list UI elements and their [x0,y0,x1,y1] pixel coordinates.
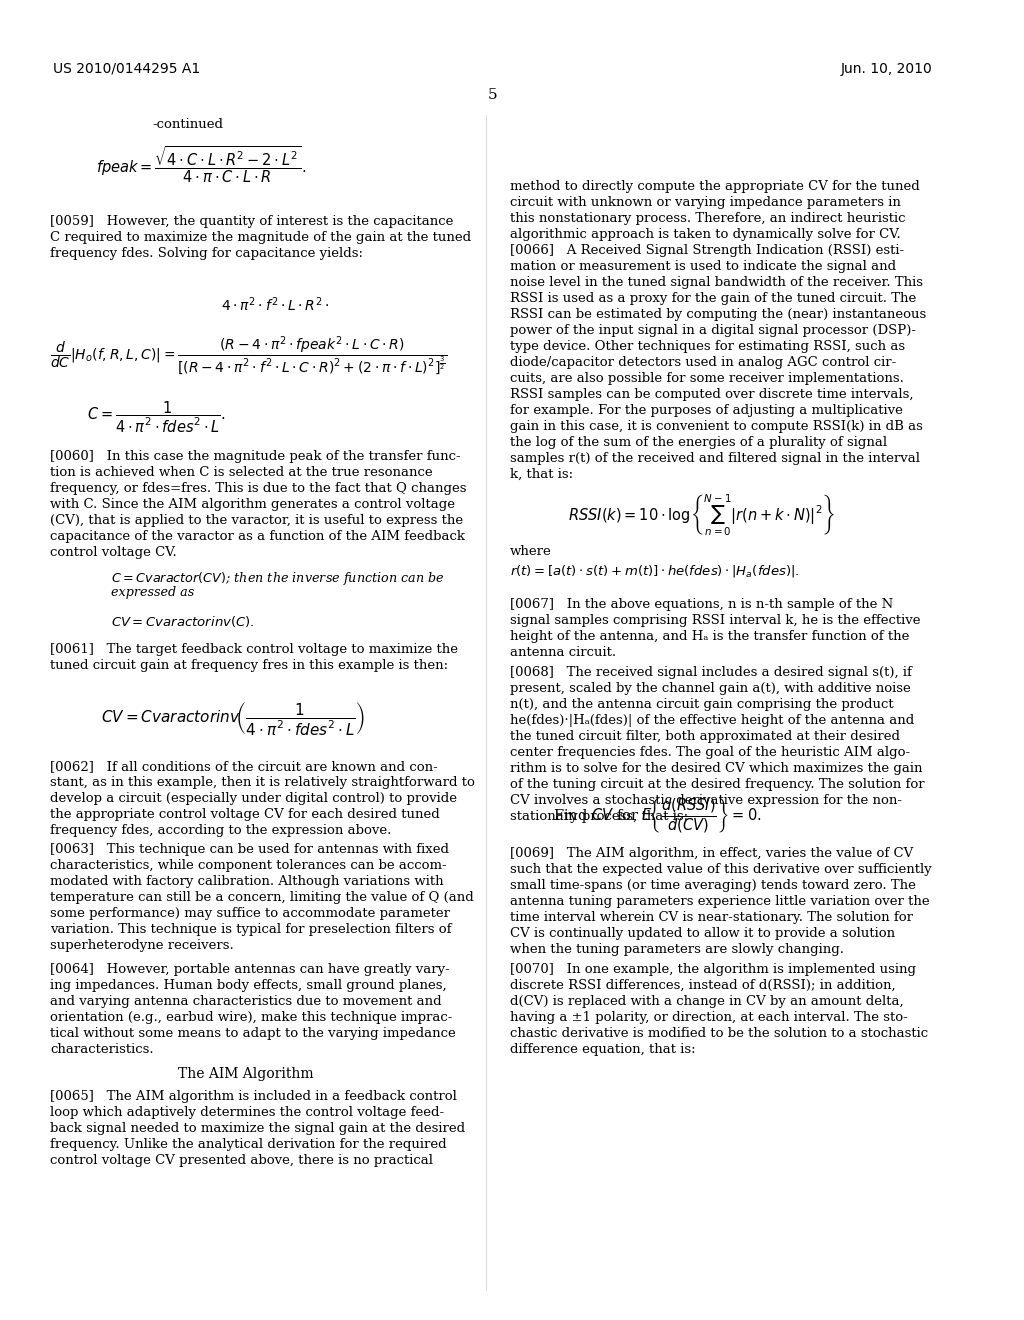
Text: the appropriate control voltage CV for each desired tuned: the appropriate control voltage CV for e… [50,808,439,821]
Text: rithm is to solve for the desired CV which maximizes the gain: rithm is to solve for the desired CV whi… [510,762,923,775]
Text: $4 \cdot \pi^2 \cdot f^2 \cdot L \cdot R^2 \cdot$: $4 \cdot \pi^2 \cdot f^2 \cdot L \cdot R… [221,294,330,314]
Text: $C = \dfrac{1}{4 \cdot \pi^2 \cdot fdes^2 \cdot L}.$: $C = \dfrac{1}{4 \cdot \pi^2 \cdot fdes^… [87,400,225,436]
Text: cuits, are also possible for some receiver implementations.: cuits, are also possible for some receiv… [510,372,904,385]
Text: control voltage CV presented above, there is no practical: control voltage CV presented above, ther… [50,1154,433,1167]
Text: noise level in the tuned signal bandwidth of the receiver. This: noise level in the tuned signal bandwidt… [510,276,923,289]
Text: frequency. Unlike the analytical derivation for the required: frequency. Unlike the analytical derivat… [50,1138,446,1151]
Text: stationary process, that is:: stationary process, that is: [510,810,688,822]
Text: algorithmic approach is taken to dynamically solve for CV.: algorithmic approach is taken to dynamic… [510,228,901,242]
Text: where: where [510,545,552,558]
Text: RSSI is used as a proxy for the gain of the tuned circuit. The: RSSI is used as a proxy for the gain of … [510,292,916,305]
Text: characteristics.: characteristics. [50,1043,154,1056]
Text: when the tuning parameters are slowly changing.: when the tuning parameters are slowly ch… [510,942,844,956]
Text: he(fdes)·|Hₐ(fdes)| of the effective height of the antenna and: he(fdes)·|Hₐ(fdes)| of the effective hei… [510,714,914,727]
Text: frequency, or fdes=fres. This is due to the fact that Q changes: frequency, or fdes=fres. This is due to … [50,482,467,495]
Text: tion is achieved when C is selected at the true resonance: tion is achieved when C is selected at t… [50,466,433,479]
Text: [0062]   If all conditions of the circuit are known and con-: [0062] If all conditions of the circuit … [50,760,438,774]
Text: height of the antenna, and Hₐ is the transfer function of the: height of the antenna, and Hₐ is the tra… [510,630,909,643]
Text: [0060]   In this case the magnitude peak of the transfer func-: [0060] In this case the magnitude peak o… [50,450,461,463]
Text: mation or measurement is used to indicate the signal and: mation or measurement is used to indicat… [510,260,896,273]
Text: $fpeak = \dfrac{\sqrt{4 \cdot C \cdot L \cdot R^2 - 2 \cdot L^2}}{4 \cdot \pi \c: $fpeak = \dfrac{\sqrt{4 \cdot C \cdot L … [96,145,306,185]
Text: [0066]   A Received Signal Strength Indication (RSSI) esti-: [0066] A Received Signal Strength Indica… [510,244,904,257]
Text: ing impedances. Human body effects, small ground planes,: ing impedances. Human body effects, smal… [50,979,446,993]
Text: having a ±1 polarity, or direction, at each interval. The sto-: having a ±1 polarity, or direction, at e… [510,1011,907,1024]
Text: RSSI can be estimated by computing the (near) instantaneous: RSSI can be estimated by computing the (… [510,308,926,321]
Text: tical without some means to adapt to the varying impedance: tical without some means to adapt to the… [50,1027,456,1040]
Text: The AIM Algorithm: The AIM Algorithm [178,1067,314,1081]
Text: k, that is:: k, that is: [510,469,573,480]
Text: for example. For the purposes of adjusting a multiplicative: for example. For the purposes of adjusti… [510,404,903,417]
Text: temperature can still be a concern, limiting the value of Q (and: temperature can still be a concern, limi… [50,891,474,904]
Text: [0061]   The target feedback control voltage to maximize the: [0061] The target feedback control volta… [50,643,458,656]
Text: $CV = Cvaractorinv\!\left(\dfrac{1}{4 \cdot \pi^2 \cdot fdes^2 \cdot L}\right)$: $CV = Cvaractorinv\!\left(\dfrac{1}{4 \c… [101,700,365,737]
Text: [0069]   The AIM algorithm, in effect, varies the value of CV: [0069] The AIM algorithm, in effect, var… [510,847,913,861]
Text: method to directly compute the appropriate CV for the tuned: method to directly compute the appropria… [510,180,920,193]
Text: frequency fdes, according to the expression above.: frequency fdes, according to the express… [50,824,391,837]
Text: [0064]   However, portable antennas can have greatly vary-: [0064] However, portable antennas can ha… [50,964,450,975]
Text: frequency fdes. Solving for capacitance yields:: frequency fdes. Solving for capacitance … [50,247,364,260]
Text: [0068]   The received signal includes a desired signal s(t), if: [0068] The received signal includes a de… [510,667,911,678]
Text: expressed as: expressed as [111,586,194,599]
Text: superheterodyne receivers.: superheterodyne receivers. [50,939,233,952]
Text: (CV), that is applied to the varactor, it is useful to express the: (CV), that is applied to the varactor, i… [50,513,463,527]
Text: time interval wherein CV is near-stationary. The solution for: time interval wherein CV is near-station… [510,911,912,924]
Text: capacitance of the varactor as a function of the AIM feedback: capacitance of the varactor as a functio… [50,531,465,543]
Text: control voltage CV.: control voltage CV. [50,546,177,558]
Text: 5: 5 [487,88,498,102]
Text: and varying antenna characteristics due to movement and: and varying antenna characteristics due … [50,995,441,1008]
Text: tuned circuit gain at frequency fres in this example is then:: tuned circuit gain at frequency fres in … [50,659,449,672]
Text: such that the expected value of this derivative over sufficiently: such that the expected value of this der… [510,863,932,876]
Text: chastic derivative is modified to be the solution to a stochastic: chastic derivative is modified to be the… [510,1027,928,1040]
Text: Jun. 10, 2010: Jun. 10, 2010 [841,62,932,77]
Text: [0065]   The AIM algorithm is included in a feedback control: [0065] The AIM algorithm is included in … [50,1090,457,1104]
Text: RSSI samples can be computed over discrete time intervals,: RSSI samples can be computed over discre… [510,388,913,401]
Text: present, scaled by the channel gain a(t), with additive noise: present, scaled by the channel gain a(t)… [510,682,910,696]
Text: center frequencies fdes. The goal of the heuristic AIM algo-: center frequencies fdes. The goal of the… [510,746,910,759]
Text: circuit with unknown or varying impedance parameters in: circuit with unknown or varying impedanc… [510,195,901,209]
Text: -continued: -continued [153,117,223,131]
Text: with C. Since the AIM algorithm generates a control voltage: with C. Since the AIM algorithm generate… [50,498,455,511]
Text: the log of the sum of the energies of a plurality of signal: the log of the sum of the energies of a … [510,436,887,449]
Text: variation. This technique is typical for preselection filters of: variation. This technique is typical for… [50,923,452,936]
Text: $RSSI(k) = 10 \cdot \log\!\left\{\sum_{n=0}^{N-1} |r(n+k \cdot N)|^2\right\}$: $RSSI(k) = 10 \cdot \log\!\left\{\sum_{n… [567,492,836,539]
Text: this nonstationary process. Therefore, an indirect heuristic: this nonstationary process. Therefore, a… [510,213,905,224]
Text: stant, as in this example, then it is relatively straightforward to: stant, as in this example, then it is re… [50,776,475,789]
Text: the tuned circuit filter, both approximated at their desired: the tuned circuit filter, both approxima… [510,730,900,743]
Text: type device. Other techniques for estimating RSSI, such as: type device. Other techniques for estima… [510,341,905,352]
Text: [0067]   In the above equations, n is n-th sample of the N: [0067] In the above equations, n is n-th… [510,598,893,611]
Text: $CV{=}Cvaractorinv(C).$: $CV{=}Cvaractorinv(C).$ [111,614,254,630]
Text: gain in this case, it is convenient to compute RSSI(k) in dB as: gain in this case, it is convenient to c… [510,420,923,433]
Text: back signal needed to maximize the signal gain at the desired: back signal needed to maximize the signa… [50,1122,465,1135]
Text: d(CV) is replaced with a change in CV by an amount delta,: d(CV) is replaced with a change in CV by… [510,995,903,1008]
Text: orientation (e.g., earbud wire), make this technique imprac-: orientation (e.g., earbud wire), make th… [50,1011,453,1024]
Text: [0070]   In one example, the algorithm is implemented using: [0070] In one example, the algorithm is … [510,964,915,975]
Text: samples r(t) of the received and filtered signal in the interval: samples r(t) of the received and filtere… [510,451,920,465]
Text: of the tuning circuit at the desired frequency. The solution for: of the tuning circuit at the desired fre… [510,777,925,791]
Text: US 2010/0144295 A1: US 2010/0144295 A1 [53,62,200,77]
Text: antenna circuit.: antenna circuit. [510,645,616,659]
Text: loop which adaptively determines the control voltage feed-: loop which adaptively determines the con… [50,1106,444,1119]
Text: antenna tuning parameters experience little variation over the: antenna tuning parameters experience lit… [510,895,930,908]
Text: some performance) may suffice to accommodate parameter: some performance) may suffice to accommo… [50,907,450,920]
Text: develop a circuit (especially under digital control) to provide: develop a circuit (especially under digi… [50,792,457,805]
Text: [0063]   This technique can be used for antennas with fixed: [0063] This technique can be used for an… [50,843,450,855]
Text: difference equation, that is:: difference equation, that is: [510,1043,695,1056]
Text: CV involves a stochastic derivative expression for the non-: CV involves a stochastic derivative expr… [510,795,902,807]
Text: Find $CV$ for $E\!\left\{\dfrac{d(RSSI)}{d(CV)}\right\} = 0.$: Find $CV$ for $E\!\left\{\dfrac{d(RSSI)}… [553,797,762,836]
Text: signal samples comprising RSSI interval k, he is the effective: signal samples comprising RSSI interval … [510,614,921,627]
Text: $\dfrac{d}{dC}|H_o(f, R, L, C)| = \dfrac{(R - 4 \cdot \pi^2 \cdot fpeak^2 \cdot : $\dfrac{d}{dC}|H_o(f, R, L, C)| = \dfrac… [50,335,447,378]
Text: n(t), and the antenna circuit gain comprising the product: n(t), and the antenna circuit gain compr… [510,698,894,711]
Text: power of the input signal in a digital signal processor (DSP)-: power of the input signal in a digital s… [510,323,915,337]
Text: discrete RSSI differences, instead of d(RSSI); in addition,: discrete RSSI differences, instead of d(… [510,979,896,993]
Text: diode/capacitor detectors used in analog AGC control cir-: diode/capacitor detectors used in analog… [510,356,896,370]
Text: modated with factory calibration. Although variations with: modated with factory calibration. Althou… [50,875,443,888]
Text: C required to maximize the magnitude of the gain at the tuned: C required to maximize the magnitude of … [50,231,471,244]
Text: [0059]   However, the quantity of interest is the capacitance: [0059] However, the quantity of interest… [50,215,454,228]
Text: small time-spans (or time averaging) tends toward zero. The: small time-spans (or time averaging) ten… [510,879,915,892]
Text: characteristics, while component tolerances can be accom-: characteristics, while component toleran… [50,859,446,873]
Text: $r(t) = [a(t) \cdot s(t) + m(t)] \cdot he(fdes) \cdot |H_a(fdes)|.$: $r(t) = [a(t) \cdot s(t) + m(t)] \cdot h… [510,564,800,579]
Text: $C{=}Cvaractor(CV)$; then the inverse function can be: $C{=}Cvaractor(CV)$; then the inverse fu… [111,570,444,587]
Text: CV is continually updated to allow it to provide a solution: CV is continually updated to allow it to… [510,927,895,940]
